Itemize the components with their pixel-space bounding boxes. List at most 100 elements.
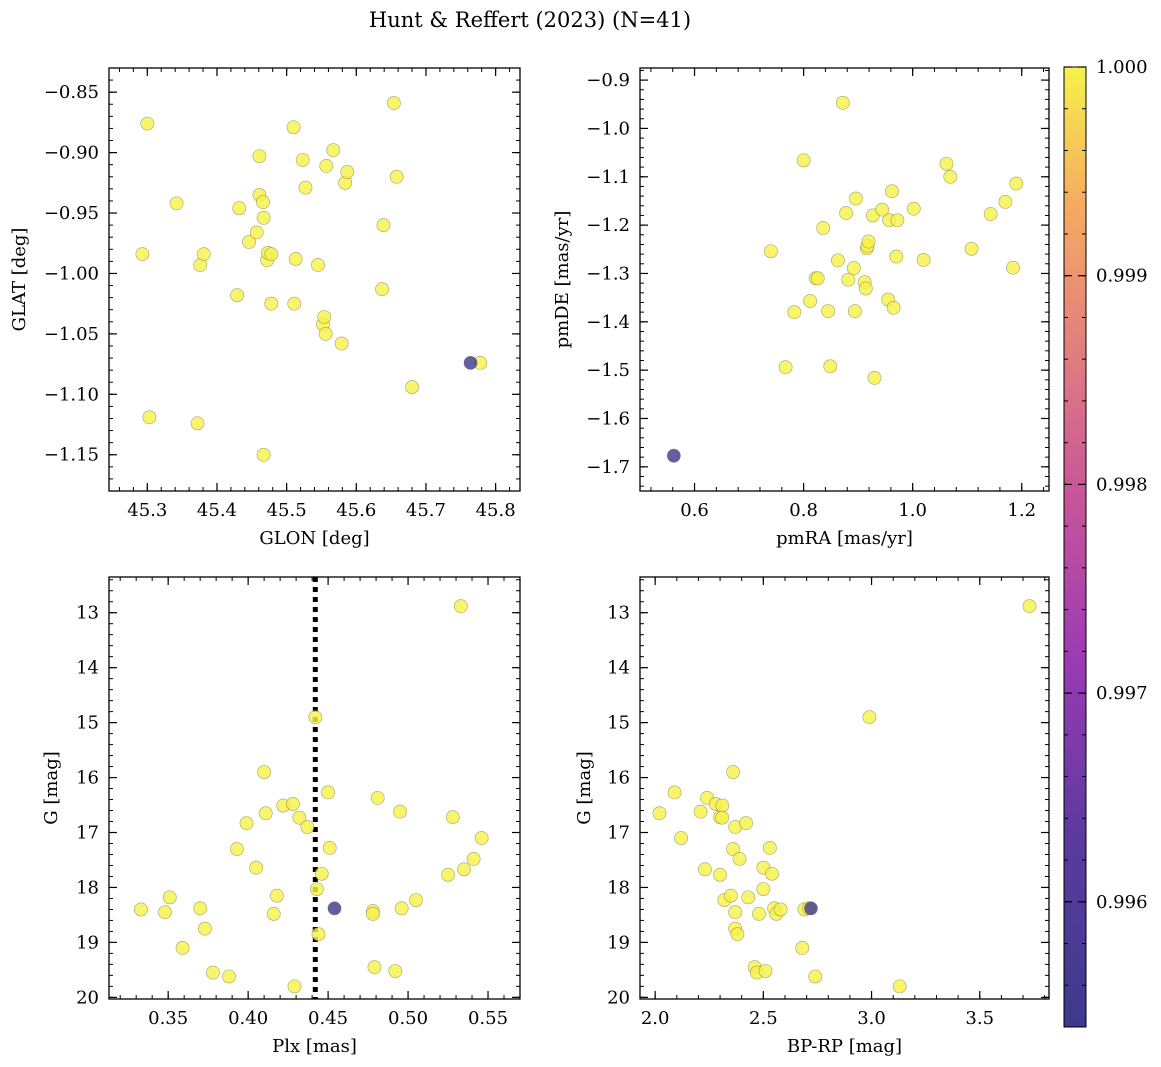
data-point bbox=[846, 261, 861, 276]
x-tick-label: 2.5 bbox=[749, 1008, 778, 1029]
y-tick-label: −1.05 bbox=[44, 324, 99, 345]
data-point bbox=[983, 207, 998, 221]
data-point bbox=[741, 890, 756, 905]
y-tick-label: 19 bbox=[76, 932, 99, 953]
figure-title: Hunt & Reffert (2023) (N=41) bbox=[369, 8, 691, 32]
data-point bbox=[726, 765, 740, 779]
data-point bbox=[810, 271, 825, 286]
x-tick-label: 45.8 bbox=[476, 500, 516, 521]
data-point bbox=[308, 710, 323, 725]
data-point bbox=[858, 281, 873, 296]
y-tick-label: 15 bbox=[76, 713, 99, 734]
data-point bbox=[270, 888, 284, 903]
data-point bbox=[387, 96, 401, 110]
data-point bbox=[326, 143, 341, 158]
data-point bbox=[823, 359, 838, 374]
colorbar: 0.996 0.997 0.998 0.999 1.000 bbox=[1063, 57, 1148, 1028]
data-point bbox=[198, 921, 212, 936]
data-point bbox=[906, 201, 921, 216]
y-tick-label: 16 bbox=[607, 768, 630, 789]
data-point bbox=[752, 906, 766, 921]
data-point bbox=[1022, 599, 1037, 614]
y-axis-label: pmDE [mas/yr] bbox=[552, 211, 573, 349]
plot-frame bbox=[639, 67, 1050, 492]
panel-pmra-pmde: 0.6 0.8 1.0 1.2 −0.9 −1.0 −1.1 −1.2 −1.3 −1.4 −1.5… bbox=[552, 67, 1050, 549]
y-axis-label: G [mag] bbox=[574, 751, 595, 824]
data-point bbox=[803, 294, 818, 308]
data-point bbox=[286, 120, 301, 135]
data-point bbox=[835, 95, 850, 110]
data-point bbox=[393, 804, 407, 819]
data-point bbox=[728, 905, 743, 920]
data-point bbox=[266, 906, 281, 921]
data-point bbox=[292, 810, 307, 825]
data-point bbox=[998, 195, 1013, 209]
data-point bbox=[287, 296, 302, 311]
panel-plx-g: 0.35 0.40 0.45 0.50 0.55 13 14 15 16 17 18 19 20 Plx … bbox=[41, 576, 521, 1057]
data-point bbox=[445, 810, 460, 825]
colorbar-tick-label: 0.998 bbox=[1096, 474, 1148, 495]
data-point bbox=[318, 326, 333, 341]
y-tick-label: 16 bbox=[76, 768, 99, 789]
data-point bbox=[288, 252, 303, 266]
data-point bbox=[765, 866, 779, 881]
data-point bbox=[715, 810, 730, 825]
data-point bbox=[287, 979, 302, 994]
data-point bbox=[256, 195, 270, 210]
y-tick-label: −1.6 bbox=[586, 408, 630, 429]
data-point bbox=[257, 765, 272, 779]
data-point bbox=[739, 816, 753, 831]
panel-bprp-g: 2.0 2.5 3.0 3.5 13 14 15 16 17 18 19 20 BP-RP [mag] G… bbox=[574, 576, 1050, 1057]
data-point bbox=[861, 234, 876, 249]
data-point bbox=[286, 797, 300, 811]
data-point bbox=[885, 184, 899, 199]
data-point bbox=[773, 902, 788, 917]
y-tick-label: −1.15 bbox=[44, 445, 99, 466]
data-point bbox=[249, 860, 264, 875]
data-point bbox=[730, 927, 745, 942]
data-point bbox=[758, 964, 773, 978]
data-point bbox=[389, 169, 404, 184]
y-tick-label: 14 bbox=[76, 658, 99, 679]
data-point bbox=[256, 447, 271, 462]
data-point bbox=[886, 300, 901, 315]
data-point bbox=[162, 890, 177, 905]
y-tick-label: −1.0 bbox=[586, 118, 630, 139]
data-point bbox=[916, 253, 931, 267]
data-point bbox=[1006, 260, 1020, 275]
data-point bbox=[175, 940, 190, 955]
data-point bbox=[239, 816, 254, 831]
x-tick-label: 1.0 bbox=[898, 500, 927, 521]
data-point bbox=[441, 867, 455, 882]
x-tick-label: 45.7 bbox=[406, 500, 446, 521]
data-point bbox=[804, 901, 818, 916]
y-tick-label: −0.9 bbox=[586, 70, 630, 91]
y-tick-label: −1.4 bbox=[586, 312, 630, 333]
data-point bbox=[652, 806, 667, 821]
data-point bbox=[264, 296, 279, 311]
data-point bbox=[314, 866, 329, 881]
y-tick-label: −1.2 bbox=[586, 215, 630, 236]
data-point bbox=[732, 851, 747, 866]
data-point bbox=[370, 790, 385, 805]
data-point bbox=[242, 235, 256, 249]
data-point bbox=[466, 851, 481, 866]
data-point bbox=[778, 360, 793, 375]
data-point bbox=[317, 310, 332, 324]
colorbar-gradient bbox=[1063, 66, 1087, 1028]
data-point bbox=[327, 901, 342, 916]
data-point bbox=[405, 380, 419, 394]
y-tick-label: 20 bbox=[607, 987, 630, 1008]
data-point bbox=[340, 165, 355, 179]
data-point bbox=[375, 282, 389, 297]
data-point bbox=[841, 272, 856, 287]
data-point bbox=[939, 156, 954, 171]
colorbar-tick-label: 0.999 bbox=[1096, 266, 1148, 287]
data-point bbox=[723, 888, 738, 903]
data-point bbox=[821, 304, 836, 319]
data-point bbox=[889, 249, 904, 264]
x-tick-label: 0.6 bbox=[680, 500, 709, 521]
data-point bbox=[256, 210, 271, 225]
data-point bbox=[394, 901, 409, 916]
y-tick-label: 14 bbox=[607, 658, 630, 679]
